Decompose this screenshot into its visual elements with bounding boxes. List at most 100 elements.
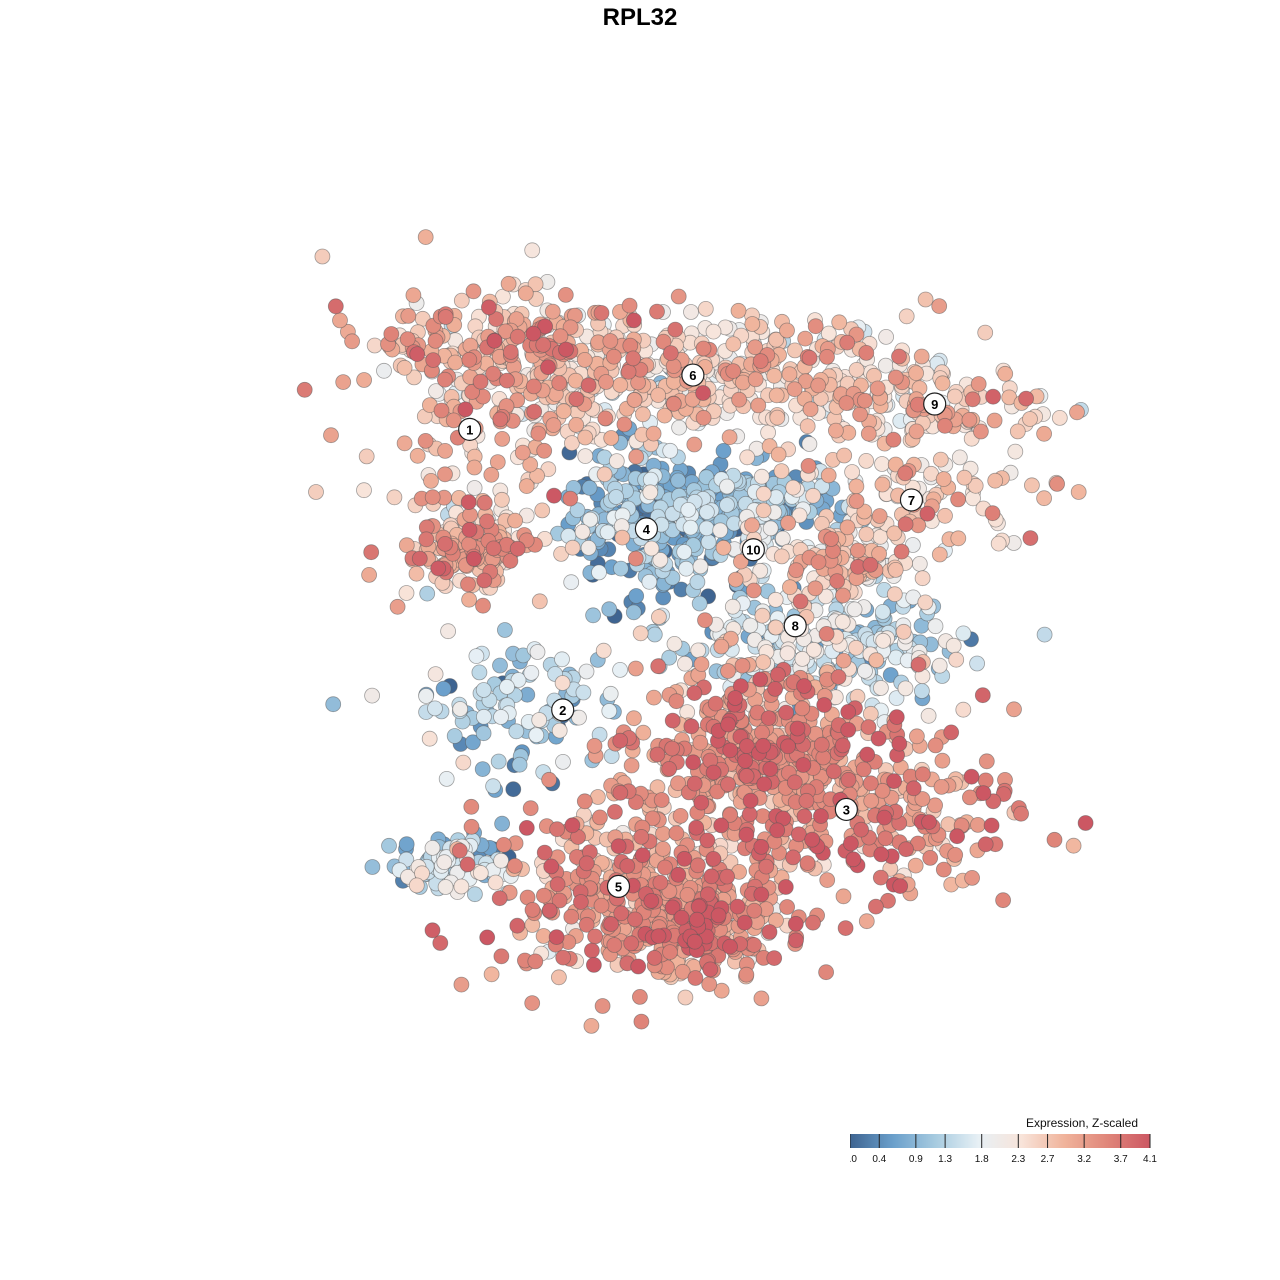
data-point bbox=[598, 374, 614, 390]
data-point bbox=[770, 666, 786, 683]
data-point bbox=[499, 372, 515, 389]
data-point bbox=[603, 916, 619, 932]
data-point bbox=[768, 387, 785, 404]
data-point bbox=[455, 754, 472, 771]
data-point bbox=[779, 322, 795, 339]
data-point bbox=[713, 817, 730, 834]
data-point bbox=[493, 709, 509, 725]
data-point bbox=[649, 746, 666, 763]
data-point bbox=[363, 544, 380, 561]
data-point bbox=[873, 846, 890, 863]
data-point bbox=[739, 449, 756, 466]
data-point bbox=[789, 720, 806, 737]
data-point bbox=[627, 911, 643, 928]
data-point bbox=[699, 504, 715, 520]
data-point bbox=[987, 472, 1004, 489]
data-point bbox=[563, 908, 580, 925]
data-point bbox=[703, 868, 720, 885]
data-point bbox=[633, 829, 650, 845]
data-point bbox=[804, 831, 820, 848]
data-point bbox=[678, 560, 695, 577]
data-point bbox=[628, 794, 644, 811]
data-point bbox=[919, 505, 936, 522]
data-point bbox=[767, 619, 784, 636]
data-point bbox=[472, 865, 489, 881]
data-point bbox=[411, 550, 428, 567]
data-point bbox=[573, 894, 589, 910]
cluster-label-text: 4 bbox=[643, 522, 651, 537]
data-point bbox=[858, 344, 875, 361]
data-point bbox=[578, 855, 595, 872]
data-point bbox=[671, 419, 687, 436]
data-point bbox=[327, 298, 344, 315]
data-point bbox=[984, 505, 1001, 522]
data-point bbox=[466, 480, 483, 496]
data-point bbox=[590, 789, 606, 805]
data-point bbox=[964, 391, 981, 408]
data-point bbox=[1069, 404, 1085, 421]
data-point bbox=[697, 300, 714, 317]
data-point bbox=[457, 401, 474, 418]
data-point bbox=[646, 950, 663, 966]
data-point bbox=[949, 828, 965, 845]
data-point bbox=[652, 552, 669, 568]
data-point bbox=[546, 487, 562, 504]
legend-tick-label: 3.7 bbox=[1114, 1154, 1128, 1165]
data-point bbox=[955, 625, 972, 642]
data-point bbox=[655, 333, 672, 350]
data-point bbox=[931, 546, 948, 563]
data-point bbox=[437, 536, 454, 552]
data-point bbox=[769, 822, 786, 839]
data-point bbox=[502, 553, 519, 569]
data-point bbox=[695, 385, 711, 401]
data-point bbox=[655, 841, 671, 857]
legend-tick-label: 2.3 bbox=[1011, 1154, 1025, 1165]
data-point bbox=[887, 369, 904, 386]
data-point bbox=[643, 893, 660, 909]
data-point bbox=[909, 728, 925, 745]
data-point bbox=[564, 539, 581, 556]
data-point bbox=[595, 642, 612, 659]
data-point bbox=[835, 587, 851, 604]
data-point bbox=[381, 837, 397, 854]
data-point bbox=[875, 632, 892, 649]
data-point bbox=[670, 288, 687, 305]
data-point bbox=[612, 377, 629, 393]
data-point bbox=[705, 323, 722, 340]
data-point bbox=[612, 662, 628, 678]
data-point bbox=[625, 350, 641, 367]
data-point bbox=[437, 466, 453, 483]
data-point bbox=[451, 842, 468, 859]
data-point bbox=[831, 314, 848, 331]
data-point bbox=[932, 451, 949, 468]
data-point bbox=[1013, 805, 1029, 822]
data-point bbox=[744, 316, 761, 332]
data-point bbox=[491, 890, 508, 907]
data-point bbox=[762, 761, 779, 777]
data-point bbox=[848, 639, 864, 656]
data-point bbox=[507, 512, 523, 529]
data-point bbox=[855, 761, 872, 778]
data-point bbox=[296, 381, 313, 398]
data-point bbox=[626, 312, 642, 329]
data-point bbox=[644, 810, 661, 827]
data-point bbox=[835, 652, 852, 669]
data-point bbox=[813, 736, 830, 753]
data-point bbox=[801, 349, 818, 366]
data-point bbox=[517, 285, 534, 302]
data-point bbox=[891, 735, 908, 752]
data-point bbox=[840, 704, 857, 720]
data-point bbox=[798, 792, 815, 809]
data-point bbox=[511, 756, 528, 773]
legend-gradient bbox=[850, 1134, 1150, 1148]
data-point bbox=[680, 501, 697, 518]
data-point bbox=[509, 917, 526, 934]
data-point bbox=[848, 478, 865, 495]
data-point bbox=[577, 448, 594, 465]
data-point bbox=[664, 712, 681, 729]
data-point bbox=[421, 730, 438, 747]
cluster-label-badge bbox=[681, 363, 705, 387]
data-point bbox=[569, 502, 586, 519]
data-point bbox=[398, 585, 415, 601]
data-point bbox=[386, 489, 403, 506]
